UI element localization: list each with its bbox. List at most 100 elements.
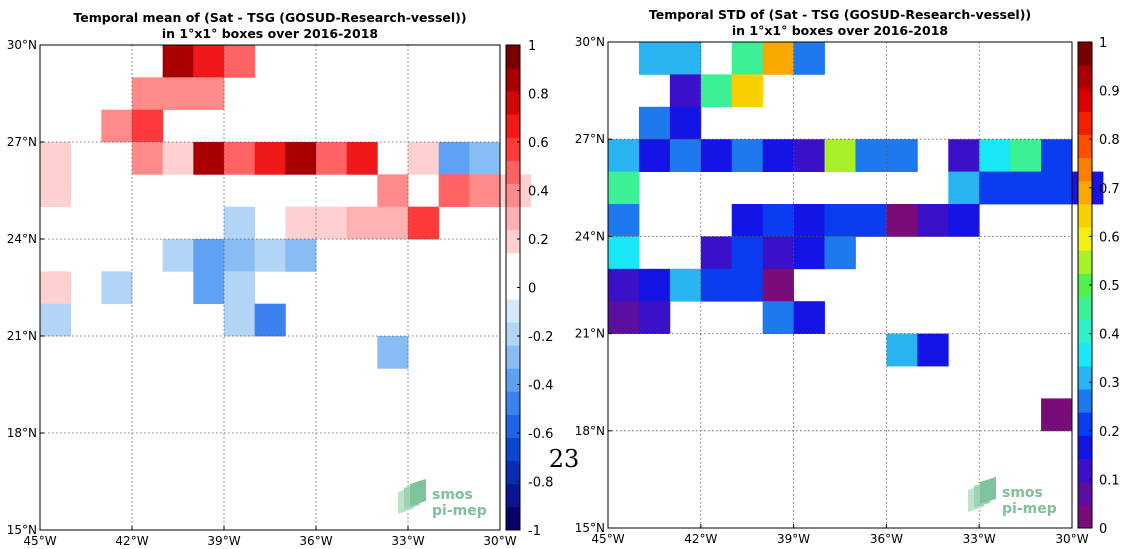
heatmap-cell bbox=[224, 303, 256, 337]
colorbar-segment bbox=[506, 414, 520, 439]
heatmap-cell bbox=[731, 139, 764, 172]
colorbar-segment bbox=[1078, 412, 1092, 436]
colorbar-tick-label: -1 bbox=[528, 524, 541, 539]
colorbar-tick-label: 0.9 bbox=[1099, 85, 1120, 100]
y-tick-label: 18°N bbox=[7, 426, 37, 440]
heatmap-cell bbox=[700, 236, 733, 270]
colorbar-tick-label: 0.1 bbox=[1099, 473, 1120, 488]
heatmap-cell bbox=[731, 204, 764, 237]
std-heatmap-cells bbox=[608, 42, 1104, 432]
heatmap-cell bbox=[731, 42, 764, 75]
colorbar-segment bbox=[1078, 366, 1092, 390]
x-tick-label: 36°W bbox=[299, 534, 332, 545]
heatmap-cell bbox=[224, 142, 256, 175]
heatmap-cell bbox=[132, 142, 164, 175]
heatmap-cell bbox=[316, 142, 348, 175]
y-tick-label: 27°N bbox=[575, 132, 605, 146]
colorbar-segment bbox=[1078, 504, 1092, 529]
mean-x-axis: 45°W 42°W 39°W 36°W 33°W 30°W bbox=[23, 526, 517, 548]
heatmap-cell bbox=[886, 204, 918, 237]
colorbar-segment bbox=[1078, 227, 1092, 251]
heatmap-cell bbox=[1010, 139, 1042, 172]
heatmap-cell bbox=[793, 236, 825, 270]
colorbar-tick-label: 0.3 bbox=[1099, 376, 1120, 391]
colorbar-segment bbox=[506, 252, 520, 277]
heatmap-cell bbox=[254, 303, 286, 337]
heatmap-cell bbox=[638, 42, 671, 75]
colorbar-segment bbox=[1078, 458, 1092, 483]
heatmap-cell bbox=[793, 204, 825, 237]
std-y-axis: 15°N 18°N 21°N 24°N 27°N 30°N bbox=[575, 35, 612, 535]
page-number: 23 bbox=[549, 445, 580, 473]
heatmap-cell bbox=[824, 204, 856, 237]
heatmap-cell bbox=[886, 139, 918, 172]
heatmap-cell bbox=[162, 142, 194, 175]
heatmap-cell bbox=[608, 204, 640, 237]
colorbar-segment bbox=[1078, 157, 1092, 182]
heatmap-cell bbox=[377, 174, 409, 208]
heatmap-cell bbox=[762, 42, 794, 75]
heatmap-cell bbox=[793, 139, 825, 172]
heatmap-cell bbox=[700, 74, 733, 108]
std-colorbar: 0 0.1 0.2 0.3 0.4 0.5 0.6 0.7 0.8 0.9 1 bbox=[1077, 36, 1120, 537]
colorbar-segment bbox=[506, 137, 520, 161]
colorbar-segment bbox=[506, 506, 520, 531]
colorbar-tick-label: 0.8 bbox=[528, 88, 549, 103]
y-tick-label: 30°N bbox=[575, 35, 605, 49]
heatmap-cell bbox=[254, 239, 286, 272]
colorbar-segment bbox=[1078, 134, 1092, 159]
colorbar-segment bbox=[506, 183, 520, 208]
heatmap-cell bbox=[700, 268, 733, 302]
heatmap-cell bbox=[669, 268, 702, 302]
heatmap-cell bbox=[762, 268, 794, 302]
heatmap-cell bbox=[608, 171, 640, 205]
heatmap-cell bbox=[824, 139, 856, 172]
colorbar-tick-label: 0.2 bbox=[528, 233, 549, 248]
colorbar-segment bbox=[506, 322, 520, 346]
heatmap-cell bbox=[793, 42, 825, 75]
heatmap-cell bbox=[608, 236, 640, 270]
heatmap-cell bbox=[1010, 171, 1042, 205]
colorbar-segment bbox=[506, 391, 520, 415]
heatmap-cell bbox=[40, 174, 72, 208]
x-tick-label: 42°W bbox=[115, 534, 148, 545]
std-grid bbox=[608, 42, 1072, 528]
heatmap-cell bbox=[762, 236, 794, 270]
heatmap-cell bbox=[193, 239, 225, 272]
colorbar-tick-label: 0.7 bbox=[1099, 182, 1120, 197]
colorbar-segment bbox=[1078, 111, 1092, 135]
logo-line2: pi-mep bbox=[432, 503, 487, 519]
smos-pimep-logo: smos pi-mep bbox=[968, 476, 1057, 517]
heatmap-cell bbox=[608, 268, 640, 302]
y-tick-label: 27°N bbox=[7, 135, 37, 149]
colorbar-segment bbox=[506, 114, 520, 138]
heatmap-cell bbox=[1041, 139, 1073, 172]
x-tick-label: 42°W bbox=[684, 532, 717, 545]
heatmap-cell bbox=[669, 106, 702, 140]
std-panel: Temporal STD of (Sat - TSG (GOSUD-Resear… bbox=[575, 7, 1120, 546]
y-tick-label: 15°N bbox=[575, 521, 605, 535]
colorbar-segment bbox=[1078, 481, 1092, 506]
colorbar-segment bbox=[506, 229, 520, 254]
heatmap-cell bbox=[469, 142, 501, 175]
heatmap-cell bbox=[101, 271, 133, 305]
colorbar-segment bbox=[506, 45, 520, 69]
y-tick-label: 24°N bbox=[7, 232, 37, 246]
std-plot-frame bbox=[607, 41, 1073, 529]
y-tick-label: 15°N bbox=[7, 523, 37, 537]
heatmap-cell bbox=[1041, 171, 1073, 205]
heatmap-cell bbox=[346, 142, 378, 175]
heatmap-cell bbox=[224, 206, 256, 240]
colorbar-segment bbox=[1078, 204, 1092, 228]
colorbar-segment bbox=[1078, 273, 1092, 297]
logo-line1: smos bbox=[1002, 485, 1043, 501]
x-tick-label: 39°W bbox=[777, 532, 810, 545]
colorbar-segment bbox=[506, 68, 520, 92]
mean-panel: Temporal mean of (Sat - TSG (GOSUD-Resea… bbox=[7, 10, 554, 548]
heatmap-cell bbox=[638, 268, 671, 302]
heatmap-cell bbox=[979, 171, 1011, 205]
heatmap-cell bbox=[408, 142, 440, 175]
colorbar-segment bbox=[1078, 65, 1092, 89]
heatmap-cell bbox=[224, 271, 256, 305]
mean-grid bbox=[40, 45, 500, 530]
